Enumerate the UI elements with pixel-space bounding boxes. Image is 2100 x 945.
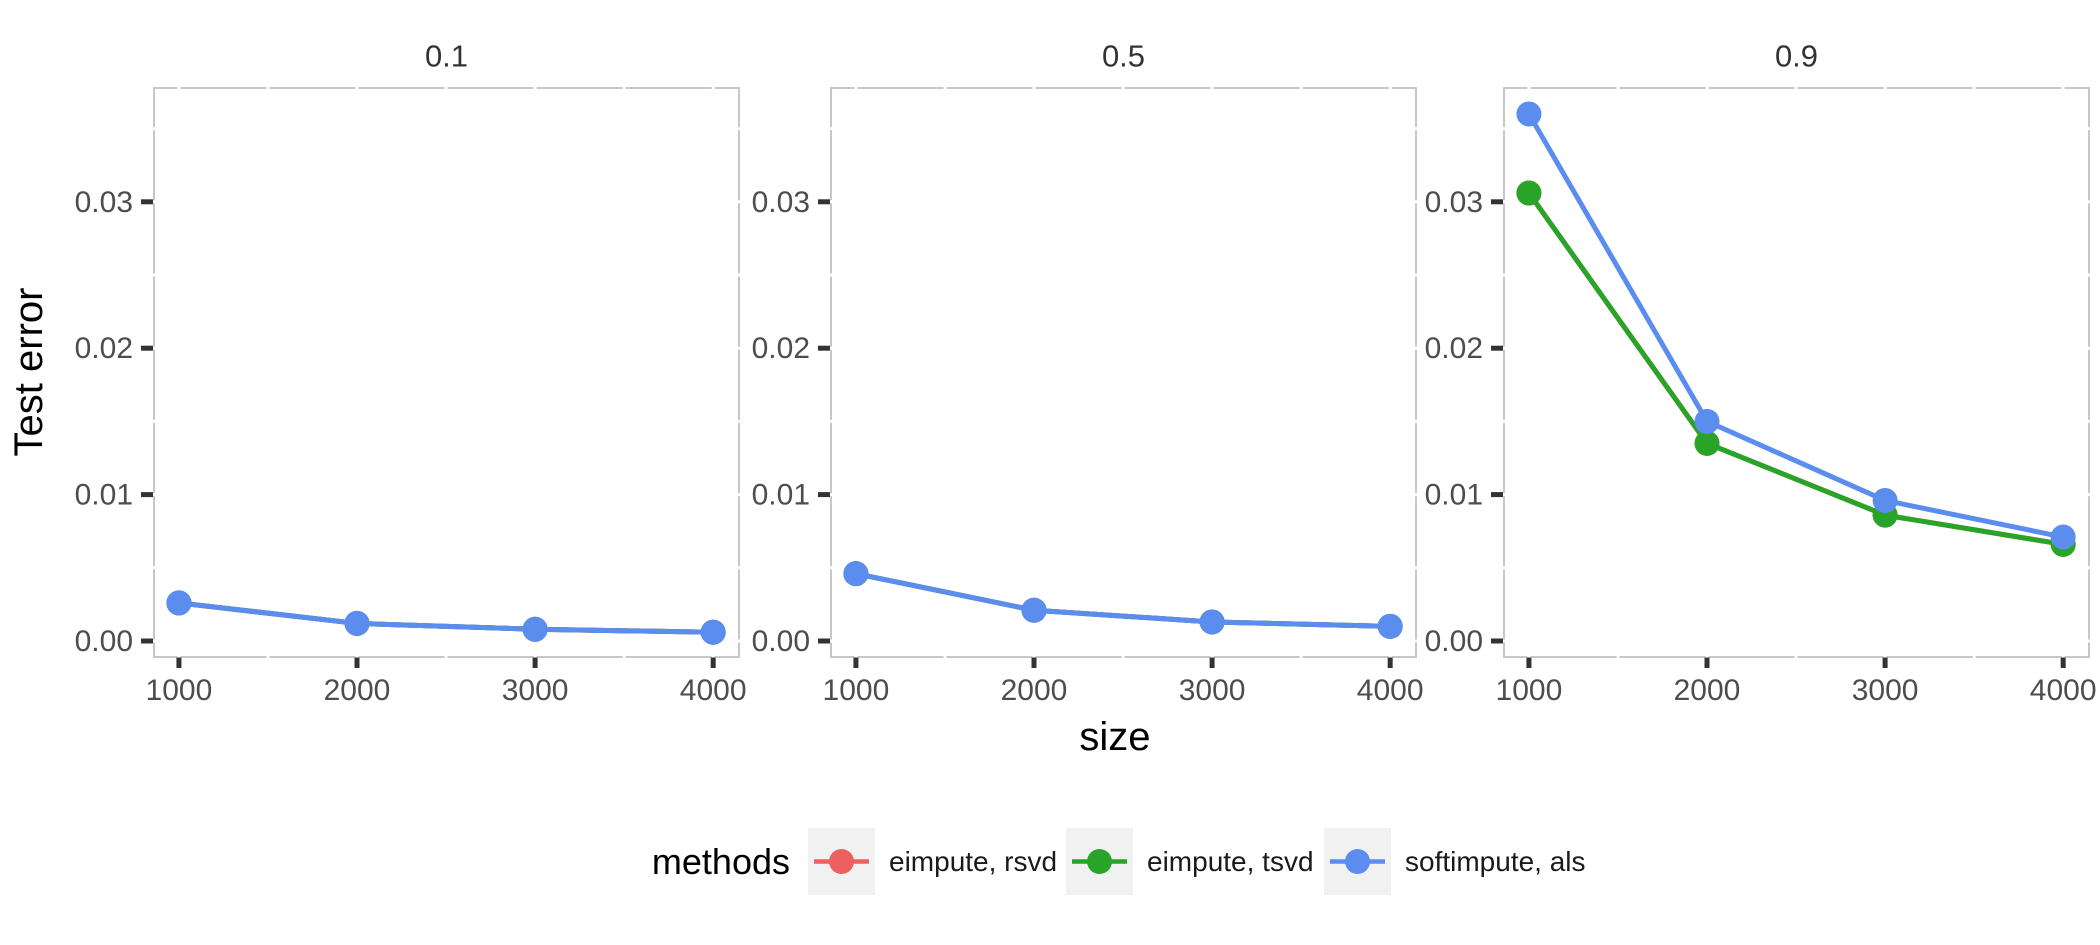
x-axis-title: size: [1079, 715, 1150, 759]
y-axis-tick-label: 0.02: [1425, 332, 1483, 365]
facet-strip-label: 0.9: [1775, 39, 1818, 74]
facet-panel-0-1: 0.1 0.00 0.01 0.02 0.03 1000 2000 3000 4000: [75, 39, 747, 708]
y-axis-tick-label: 0.03: [1425, 186, 1483, 219]
data-point-softimpute-als: [1199, 609, 1225, 635]
data-point-softimpute-als: [2050, 524, 2076, 550]
y-axis-tick-label: 0.00: [1425, 625, 1483, 658]
legend-title: methods: [652, 841, 790, 882]
x-axis-tick-label: 4000: [2030, 674, 2097, 707]
x-axis-tick-label: 4000: [680, 674, 747, 707]
x-axis-tick-label: 1000: [1496, 674, 1563, 707]
data-point-softimpute-als: [1377, 613, 1403, 639]
x-axis-tick-label: 1000: [823, 674, 890, 707]
x-axis-tick-label: 1000: [146, 674, 213, 707]
x-axis-tick-label: 3000: [1852, 674, 1919, 707]
y-axis-tick-label: 0.00: [75, 625, 133, 658]
y-axis-tick-label: 0.02: [75, 332, 133, 365]
data-point-softimpute-als: [700, 619, 726, 645]
y-axis-tick-label: 0.01: [75, 479, 133, 512]
series-line-eimpute-tsvd: [1526, 190, 2066, 547]
y-axis-tick-label: 0.03: [752, 186, 810, 219]
y-axis-tick-label: 0.02: [752, 332, 810, 365]
x-axis-tick-label: 2000: [1001, 674, 1068, 707]
data-point-eimpute-tsvd: [1516, 180, 1542, 206]
legend-key-point: [829, 849, 854, 874]
data-point-softimpute-als: [843, 561, 869, 587]
series-line-softimpute-als: [176, 600, 716, 635]
y-axis-tick-label: 0.00: [752, 625, 810, 658]
legend-item-eimpute-tsvd: eimpute, tsvd: [1066, 828, 1314, 895]
data-point-eimpute-tsvd: [1694, 430, 1720, 456]
data-point-softimpute-als: [1694, 408, 1720, 434]
facet-strip-label: 0.1: [425, 39, 468, 74]
data-point-softimpute-als: [1872, 487, 1898, 513]
y-axis-tick-label: 0.03: [75, 186, 133, 219]
data-point-softimpute-als: [166, 590, 192, 616]
y-axis-tick-label: 0.01: [1425, 479, 1483, 512]
x-axis-tick-label: 3000: [1179, 674, 1246, 707]
x-axis-tick-label: 3000: [502, 674, 569, 707]
data-point-softimpute-als: [1516, 101, 1542, 127]
x-axis-tick-label: 2000: [324, 674, 391, 707]
legend-label: softimpute, als: [1405, 846, 1586, 877]
facet-panel-0-5: 0.5 0.00 0.01 0.02 0.03 1000 2000 3000 4000: [752, 39, 1424, 708]
legend-key-point: [1087, 849, 1112, 874]
legend-item-eimpute-rsvd: eimpute, rsvd: [808, 828, 1057, 895]
legend-label: eimpute, tsvd: [1147, 846, 1314, 877]
legend-label: eimpute, rsvd: [889, 846, 1057, 877]
facet-strip-label: 0.5: [1102, 39, 1145, 74]
data-point-softimpute-als: [344, 610, 370, 636]
legend: methods eimpute, rsvd eimpute, tsvd softimp…: [652, 828, 1586, 895]
legend-item-softimpute-als: softimpute, als: [1324, 828, 1586, 895]
legend-key-point: [1345, 849, 1370, 874]
x-axis-tick-label: 4000: [1357, 674, 1424, 707]
series-line-softimpute-als: [853, 571, 1393, 629]
y-axis-title: Test error: [7, 288, 51, 457]
y-axis-tick-label: 0.01: [752, 479, 810, 512]
data-point-softimpute-als: [1021, 597, 1047, 623]
facet-panel-0-9: 0.9 0.00 0.01 0.02 0.03 1000 2000 3000 4000: [1425, 39, 2097, 708]
data-point-softimpute-als: [522, 616, 548, 642]
x-axis-tick-label: 2000: [1674, 674, 1741, 707]
series-line-softimpute-als: [1526, 111, 2066, 540]
